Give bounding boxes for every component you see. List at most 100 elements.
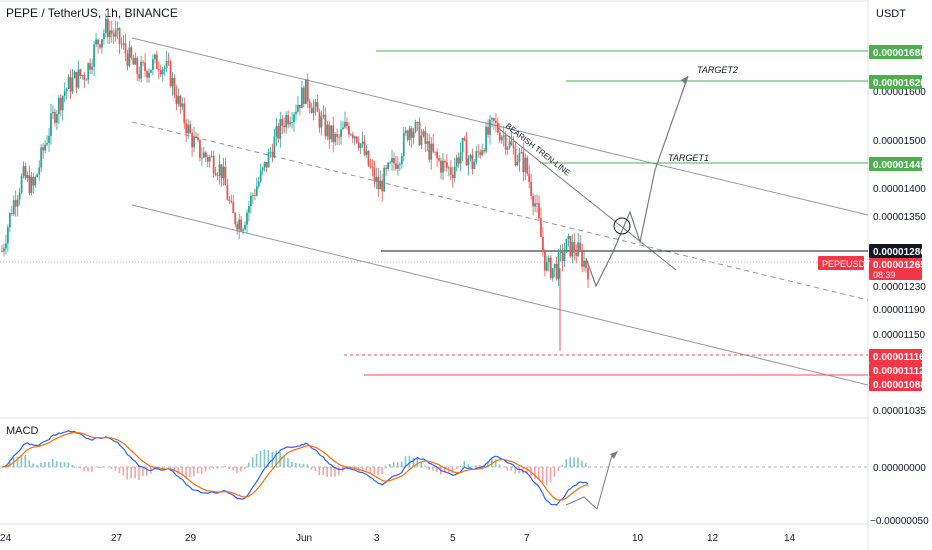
macd-histogram-bar — [63, 462, 66, 467]
candle-body — [453, 166, 456, 179]
macd-histogram-bar — [20, 454, 23, 467]
candle-body — [110, 30, 113, 34]
macd-histogram-bar — [228, 467, 230, 470]
candle-body — [214, 173, 217, 176]
macd-histogram-bar — [59, 462, 62, 467]
candle-body — [340, 129, 342, 137]
candle-body — [349, 134, 352, 136]
candle-body — [71, 77, 74, 92]
candle-body — [222, 166, 225, 179]
candle-body — [199, 139, 201, 158]
candle-body — [389, 162, 391, 164]
macd-histogram-bar — [51, 458, 54, 467]
macd-histogram-bar — [494, 459, 497, 467]
macd-histogram-bar — [126, 467, 129, 480]
candle-body — [32, 176, 35, 186]
candle-body — [177, 95, 180, 104]
candle-body — [391, 158, 393, 163]
bearish-trendline-label: BEARISH TREN-LINE — [504, 121, 572, 177]
macd-histogram-bar — [330, 467, 332, 477]
quote-currency-label[interactable]: USDT — [876, 8, 906, 20]
badge-1112 — [869, 363, 922, 377]
candle-body — [434, 151, 437, 153]
badge-1449-text: 0.00001449 — [873, 160, 926, 171]
macd-histogram-bar — [502, 466, 505, 468]
candle-body — [475, 151, 478, 163]
macd-histogram-bar — [267, 450, 270, 467]
candle-body — [526, 157, 529, 174]
candle-body — [536, 203, 538, 205]
macd-histogram-bar — [251, 456, 254, 467]
candle-body — [363, 141, 366, 155]
candle-body — [379, 180, 382, 190]
candle-body — [524, 157, 527, 172]
macd-histogram-bar — [291, 461, 293, 467]
candle-body — [24, 165, 27, 179]
candle-body — [302, 87, 305, 104]
macd-histogram-bar — [181, 467, 183, 475]
macd-histogram-bar — [48, 462, 50, 467]
macd-histogram-bar — [298, 463, 301, 467]
candle-body — [575, 252, 578, 256]
candle-body — [146, 70, 148, 78]
candle-body — [173, 77, 176, 95]
macd-histogram-bar — [244, 467, 246, 469]
target2-label: TARGET2 — [697, 65, 738, 75]
macd-histogram-bar — [134, 467, 136, 479]
badge-1620-text: 0.00001620 — [873, 78, 926, 89]
macd-histogram-bar — [538, 467, 540, 479]
candle-body — [551, 268, 554, 279]
candle-body — [555, 263, 558, 279]
candle-body — [432, 143, 435, 152]
macd-histogram-bar — [400, 461, 403, 467]
candle-body — [520, 151, 523, 154]
badge-1116-text: 0.00001116 — [873, 352, 925, 363]
candle-body — [353, 136, 356, 139]
candle-body — [108, 30, 111, 38]
macd-histogram-bar — [287, 458, 289, 467]
macd-projection-arrowhead — [610, 451, 618, 459]
candle-body — [114, 30, 117, 37]
candle-body — [504, 135, 507, 150]
candle-body — [442, 160, 444, 173]
y-tick-label: 0.00001150 — [873, 330, 926, 341]
candle-body — [99, 44, 101, 48]
macd-histogram-bar — [259, 451, 262, 467]
candle-body — [500, 136, 503, 141]
candle-body — [449, 167, 452, 175]
macd-histogram-bar — [577, 457, 579, 467]
time-axis-ticks: 24 27 29 Jun 3 5 7 10 12 14 — [0, 533, 796, 544]
candle-body — [306, 79, 309, 102]
candle-body — [106, 18, 109, 38]
candle-body — [14, 200, 17, 207]
y-tick-label: 0.00001190 — [873, 305, 926, 316]
macd-histogram-bar — [306, 464, 309, 467]
candle-body — [112, 33, 115, 37]
candle-body — [93, 44, 96, 67]
candle-body — [357, 142, 360, 148]
macd-histogram-bar — [106, 467, 109, 468]
y-tick-label: 0.00001500 — [873, 136, 926, 147]
macd-histogram-bar — [334, 467, 336, 477]
price-axis-ticks: 0.00001600 0.00001500 0.00001400 0.00001… — [870, 87, 929, 527]
badge-1449 — [869, 157, 922, 171]
candle-body — [191, 133, 194, 148]
candle-body — [50, 113, 52, 136]
macd-histogram-bar — [196, 467, 199, 474]
candle-body — [148, 72, 150, 78]
candle-body — [373, 167, 376, 182]
candle-body — [267, 151, 270, 168]
candle-body — [38, 167, 41, 175]
candle-body — [383, 167, 386, 192]
candle-body — [132, 57, 135, 65]
candle-body — [142, 61, 145, 63]
target1-label: TARGET1 — [668, 153, 709, 163]
candle-body — [304, 79, 307, 104]
macd-histogram-bar — [118, 467, 121, 474]
macd-histogram-bar — [110, 467, 113, 470]
candle-body — [496, 122, 499, 133]
macd-histogram-bar — [526, 467, 528, 474]
candle-body — [220, 164, 223, 179]
candle-body — [297, 104, 299, 112]
